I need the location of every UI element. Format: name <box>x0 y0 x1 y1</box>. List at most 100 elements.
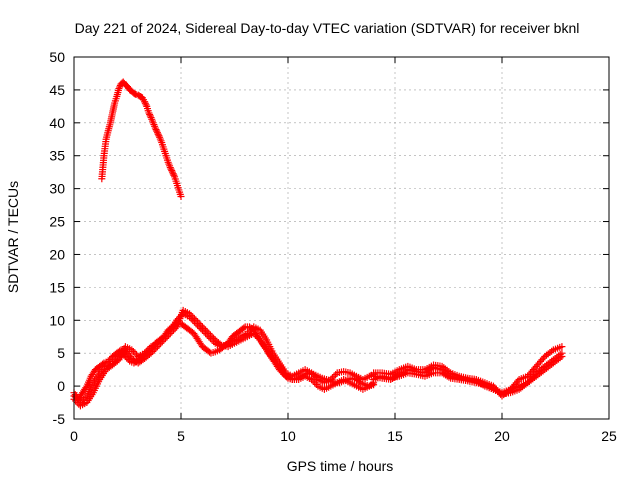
data-point <box>145 109 153 117</box>
data-point <box>146 110 154 118</box>
data-point <box>150 346 158 354</box>
data-point <box>170 171 178 179</box>
data-point <box>187 311 195 319</box>
data-point <box>145 350 153 358</box>
y-tick-label: 15 <box>49 279 65 295</box>
data-point <box>161 334 169 342</box>
data-point <box>202 326 210 334</box>
data-point <box>309 377 317 385</box>
data-point <box>327 376 335 384</box>
y-tick-label: 35 <box>49 148 65 164</box>
data-point <box>154 130 162 138</box>
data-point <box>308 376 316 384</box>
data-point <box>194 318 202 326</box>
data-point <box>72 397 80 405</box>
data-point <box>145 344 153 352</box>
data-point <box>152 344 160 352</box>
data-point <box>195 320 203 328</box>
y-tick-label: 5 <box>57 345 65 361</box>
data-point <box>332 371 340 379</box>
data-point <box>155 132 163 140</box>
data-point <box>192 316 200 324</box>
data-point <box>274 361 282 369</box>
data-point <box>309 371 317 379</box>
data-point <box>328 374 336 382</box>
data-point <box>355 378 363 386</box>
data-point <box>152 126 160 134</box>
data-point <box>131 349 139 357</box>
data-point <box>514 377 522 385</box>
x-tick-label: 10 <box>280 428 296 444</box>
data-point <box>131 90 139 98</box>
y-axis-label: SDTVAR / TECUs <box>5 181 21 293</box>
data-point <box>216 340 224 348</box>
data-point <box>147 349 155 357</box>
grid <box>74 57 609 419</box>
data-point <box>368 380 376 388</box>
data-point <box>144 346 152 354</box>
data-point <box>556 350 564 358</box>
data-point <box>271 357 279 365</box>
data-point <box>190 315 198 323</box>
data-point <box>116 83 124 91</box>
data-point <box>160 336 168 344</box>
data-point <box>166 164 174 172</box>
data-point <box>251 331 259 339</box>
data-point <box>531 371 539 379</box>
data-point <box>203 328 211 336</box>
data-point <box>186 310 194 318</box>
y-tick-label: 10 <box>49 312 65 328</box>
data-point <box>189 313 197 321</box>
data-point <box>141 98 149 106</box>
data-point <box>208 333 216 341</box>
data-point <box>197 321 205 329</box>
data-point <box>149 348 157 356</box>
data-point <box>269 356 277 364</box>
y-tick-label: 50 <box>49 49 65 65</box>
data-point <box>141 99 149 107</box>
data-point <box>153 343 161 351</box>
data-point <box>128 346 136 354</box>
data-point <box>255 334 263 342</box>
data-point <box>250 329 258 337</box>
data-point <box>115 85 123 93</box>
chart-title: Day 221 of 2024, Sidereal Day-to-day VTE… <box>75 20 580 36</box>
data-point <box>210 334 218 342</box>
y-tick-label: 30 <box>49 181 65 197</box>
y-tick-label: 25 <box>49 214 65 230</box>
data-point <box>200 325 208 332</box>
data-point <box>240 324 248 332</box>
data-point <box>539 354 547 362</box>
data-point <box>169 170 177 178</box>
x-tick-label: 5 <box>177 428 185 444</box>
data-point <box>205 329 213 337</box>
data-point <box>170 326 178 334</box>
data-point <box>158 338 166 346</box>
data-point <box>168 167 176 175</box>
data-point <box>171 325 179 332</box>
data-point <box>153 129 161 137</box>
y-tick-label: 40 <box>49 115 65 131</box>
data-point <box>168 168 176 176</box>
data-point <box>157 339 165 347</box>
data-point <box>198 323 206 331</box>
y-tick-label: 20 <box>49 246 65 262</box>
data-point <box>165 331 173 339</box>
data-points <box>70 78 566 410</box>
data-point <box>167 165 175 173</box>
y-tick-label: 45 <box>49 82 65 98</box>
data-point <box>146 112 154 120</box>
data-point <box>308 369 316 377</box>
data-point <box>177 193 185 201</box>
data-point <box>166 329 174 337</box>
data-point <box>163 333 171 341</box>
data-point <box>272 359 280 367</box>
x-tick-label: 0 <box>70 428 78 444</box>
data-point <box>206 331 214 339</box>
data-point <box>247 326 255 334</box>
x-tick-label: 15 <box>387 428 403 444</box>
data-point <box>80 395 88 403</box>
data-point <box>311 379 319 387</box>
y-tick-label: -5 <box>53 411 66 427</box>
